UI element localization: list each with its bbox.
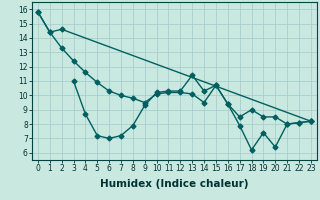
X-axis label: Humidex (Indice chaleur): Humidex (Indice chaleur) xyxy=(100,179,249,189)
